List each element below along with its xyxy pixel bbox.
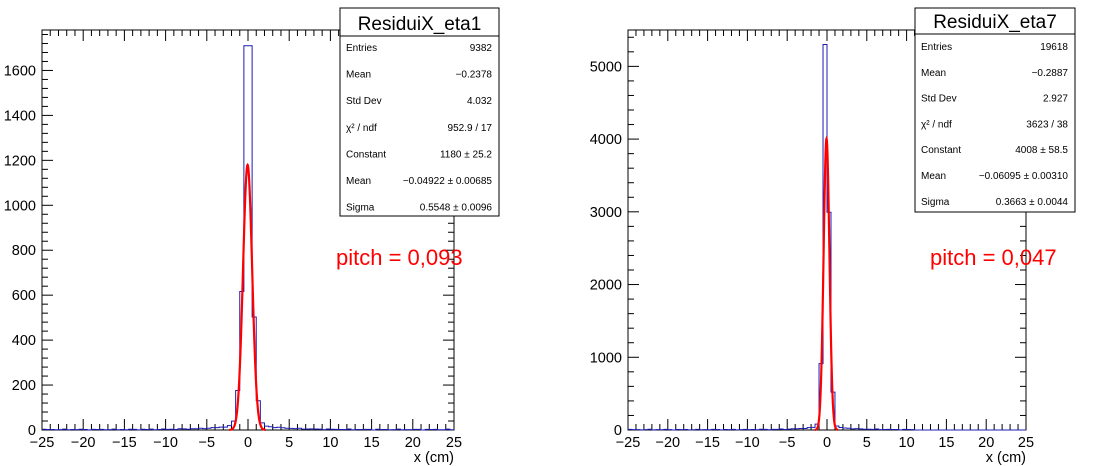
y-tick-label: 1400 <box>4 108 36 124</box>
stats-row-value: 2.927 <box>1043 94 1068 105</box>
stats-row-value: −0.06095 ± 0.00310 <box>979 171 1069 182</box>
y-tick-label: 1200 <box>4 153 36 169</box>
y-tick-label: 1000 <box>4 198 36 214</box>
y-tick-label: 2000 <box>590 278 622 294</box>
y-tick-labels: 0 1000 2000 3000 4000 5000 <box>590 59 622 439</box>
stats-rows: Entries 19618 Mean −0.2887 Std Dev 2.927 χ² / … <box>921 42 1068 208</box>
y-tick-label: 1000 <box>590 350 622 366</box>
stats-row-value: 19618 <box>1040 42 1068 53</box>
x-tick-label: −15 <box>112 435 137 451</box>
histogram-panel-eta7: 0 1000 2000 3000 4000 5000 −25 −20 −15 −10 −5 0 5 10… <box>590 7 1076 466</box>
stats-row-value: 4.032 <box>467 96 492 107</box>
x-tick-label: 20 <box>978 435 994 451</box>
x-tick-labels: −25 −20 −15 −10 −5 0 5 10 15 20 25 <box>616 435 1034 451</box>
stats-row-label: Entries <box>921 42 952 53</box>
x-tick-label: −25 <box>616 435 641 451</box>
histogram-line <box>628 44 1026 431</box>
pitch-annotation: pitch = 0,093 <box>336 245 463 270</box>
y-tick-label: 0 <box>614 423 622 439</box>
x-tick-label: −10 <box>735 435 760 451</box>
stats-row-value: 9382 <box>470 43 493 54</box>
stats-row-label: Mean <box>921 171 946 182</box>
stats-row-label: χ² / ndf <box>346 123 377 134</box>
x-tick-label: −5 <box>199 435 216 451</box>
x-tick-label: −15 <box>695 435 720 451</box>
x-tick-label: −25 <box>30 435 55 451</box>
y-tick-label: 5000 <box>590 59 622 75</box>
x-tick-labels: −25 −20 −15 −10 −5 0 5 10 15 20 25 <box>30 435 462 451</box>
stats-row-value: 0.5548 ± 0.0096 <box>420 203 493 214</box>
x-tick-label: 5 <box>285 435 293 451</box>
x-tick-label: −20 <box>71 435 96 451</box>
y-tick-labels: 0 200 400 600 800 1000 1200 1400 1600 <box>4 63 36 439</box>
x-tick-label: −20 <box>655 435 680 451</box>
y-tick-label: 800 <box>12 243 36 259</box>
y-tick-label: 600 <box>12 288 36 304</box>
stats-row-value: −0.2887 <box>1032 68 1069 79</box>
stats-row-value: −0.04922 ± 0.00685 <box>403 176 493 187</box>
x-tick-label: −5 <box>779 435 796 451</box>
stats-row-label: Entries <box>346 43 377 54</box>
stats-row-label: Sigma <box>921 197 950 208</box>
stats-row-label: χ² / ndf <box>921 119 952 130</box>
y-tick-label: 0 <box>28 423 36 439</box>
x-tick-label: 0 <box>244 435 252 451</box>
stats-row-label: Constant <box>921 145 961 156</box>
stats-row-value: 952.9 / 17 <box>448 123 493 134</box>
stats-title: ResiduiX_eta1 <box>358 14 482 35</box>
stats-row-label: Mean <box>921 68 946 79</box>
x-tick-label: 5 <box>863 435 871 451</box>
stats-row-label: Std Dev <box>921 94 957 105</box>
stats-box-frame <box>914 7 1076 213</box>
gaussian-fit-curve <box>814 135 839 431</box>
x-axis-title: x (cm) <box>986 450 1026 466</box>
x-tick-label: 0 <box>823 435 831 451</box>
x-tick-label: −10 <box>153 435 178 451</box>
stats-row-label: Std Dev <box>346 96 382 107</box>
stats-box: ResiduiX_eta1 Entries 9382 Mean −0.2378 Std … <box>339 7 500 217</box>
stats-row-value: −0.2378 <box>456 70 493 81</box>
stats-row-label: Mean <box>346 176 371 187</box>
pitch-annotation: pitch = 0,047 <box>930 245 1057 270</box>
stats-box-frame <box>339 7 500 217</box>
y-tick-label: 4000 <box>590 132 622 148</box>
y-tick-label: 200 <box>12 378 36 394</box>
y-tick-label: 400 <box>12 333 36 349</box>
x-tick-label: 25 <box>446 435 462 451</box>
stats-row-value: 0.3663 ± 0.0044 <box>996 197 1069 208</box>
x-tick-label: 10 <box>322 435 338 451</box>
stats-row-label: Constant <box>346 149 386 160</box>
y-tick-label: 3000 <box>590 205 622 221</box>
x-tick-label: 10 <box>899 435 915 451</box>
stats-box: ResiduiX_eta7 Entries 19618 Mean −0.2887 Std… <box>914 7 1076 213</box>
histogram-line <box>42 45 454 431</box>
x-tick-label: 25 <box>1018 435 1034 451</box>
stats-row-value: 3623 / 38 <box>1026 119 1068 130</box>
gaussian-fit-curve <box>229 162 266 432</box>
y-tick-label: 1600 <box>4 63 36 79</box>
x-tick-label: 20 <box>405 435 421 451</box>
x-tick-label: 15 <box>364 435 380 451</box>
stats-row-value: 4008 ± 58.5 <box>1015 145 1068 156</box>
stats-title: ResiduiX_eta7 <box>933 12 1057 33</box>
stats-row-label: Mean <box>346 70 371 81</box>
stats-rows: Entries 9382 Mean −0.2378 Std Dev 4.032 χ² / n… <box>346 43 492 214</box>
x-axis-title: x (cm) <box>414 450 454 466</box>
x-tick-label: 15 <box>938 435 954 451</box>
stats-row-value: 1180 ± 25.2 <box>440 149 492 160</box>
stats-row-label: Sigma <box>346 203 375 214</box>
